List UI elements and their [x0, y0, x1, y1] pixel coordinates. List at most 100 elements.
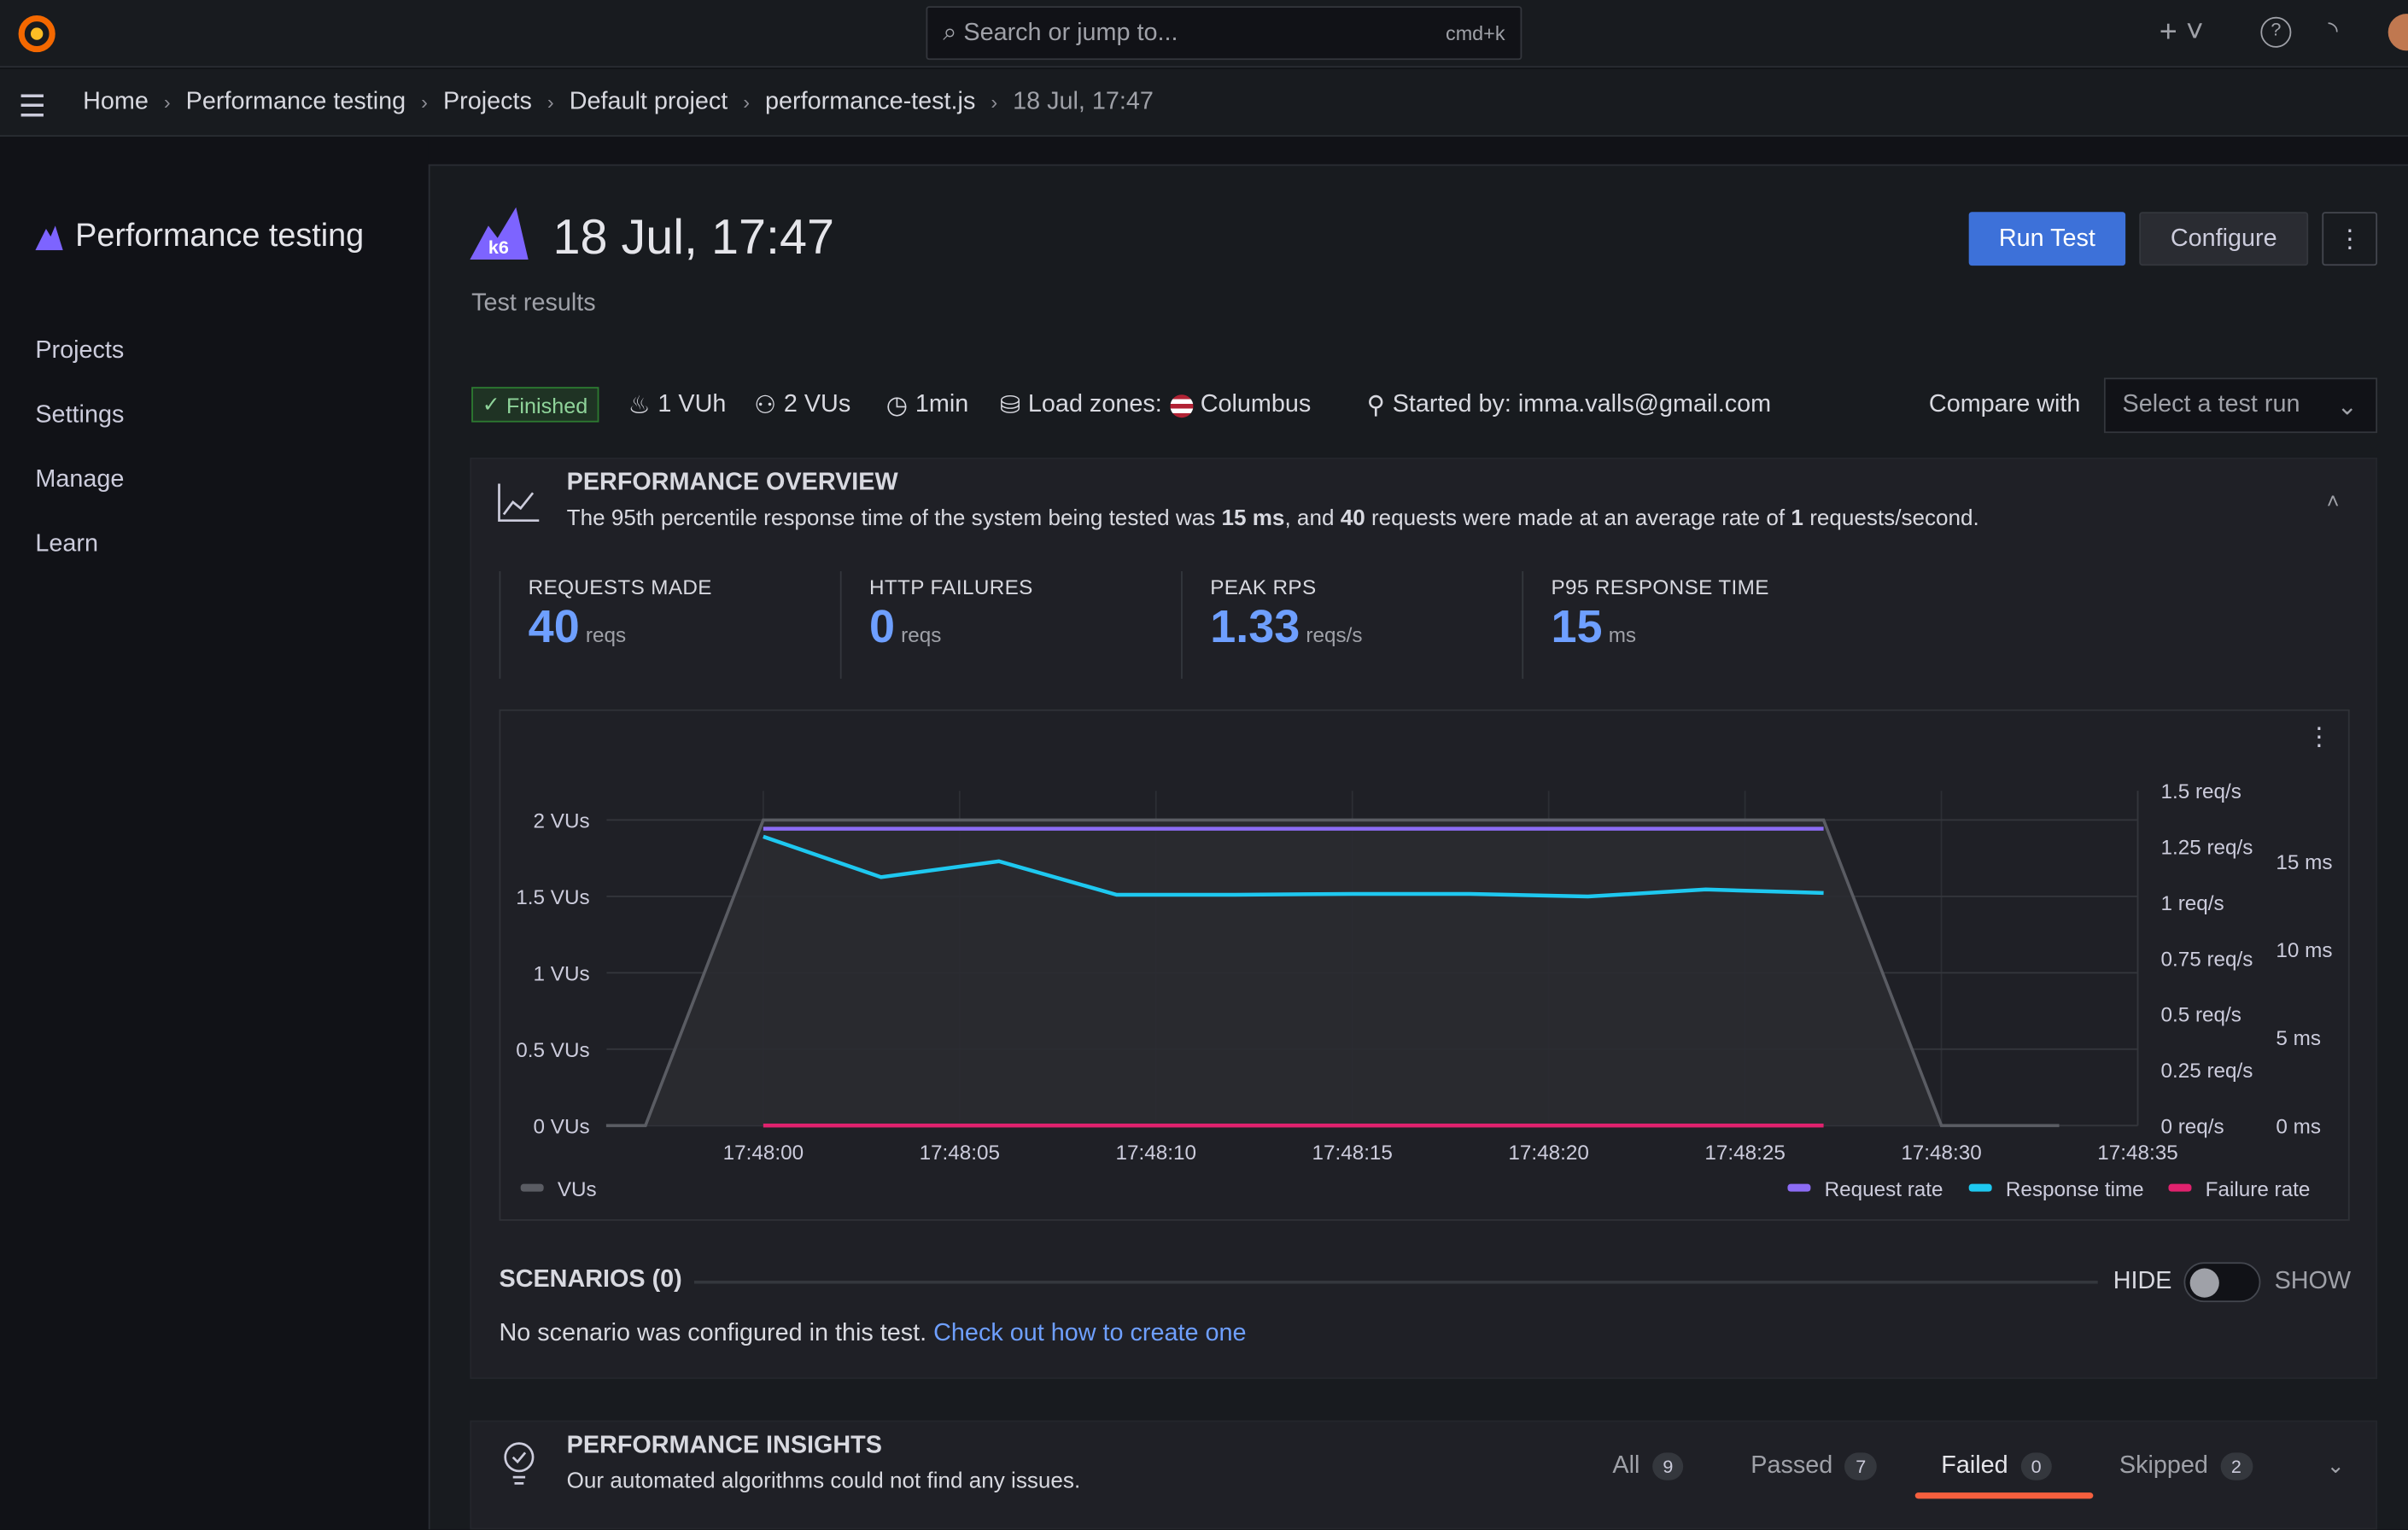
page-title: 18 Jul, 17:47 — [552, 208, 835, 265]
k6-logo-icon — [35, 225, 63, 251]
flame-icon: ♨ — [628, 393, 651, 419]
duration-stat: ◷ 1min — [885, 391, 969, 419]
series-response-time-line — [763, 834, 1824, 899]
stat-http-failures: HTTP FAILURES 0 reqs — [839, 571, 1033, 679]
chart-menu-icon[interactable]: ⋮ — [2306, 724, 2332, 751]
collapse-icon[interactable]: ˄ — [2326, 488, 2340, 513]
left-axis-label: 0.5 VUs — [516, 1039, 589, 1062]
check-icon: ✓ — [482, 391, 500, 417]
rps-axis-label: 0.75 req/s — [2160, 948, 2253, 971]
user-icon: ⚲ — [1366, 393, 1385, 419]
sidebar-item-projects[interactable]: Projects — [35, 337, 125, 365]
database-icon: ⛁ — [999, 393, 1020, 419]
left-axis-label: 1 VUs — [534, 962, 590, 985]
help-icon[interactable]: ? — [2260, 16, 2292, 48]
stat-peak-rps: PEAK RPS 1.33 reqs/s — [1181, 571, 1363, 679]
tab-passed[interactable]: Passed 7 — [1750, 1452, 1877, 1480]
x-tick-label: 17:48:10 — [1116, 1142, 1196, 1165]
hide-label: HIDE — [2113, 1268, 2172, 1295]
legend-item: Failure rate — [2206, 1178, 2311, 1201]
k6-logo-icon: k6 — [470, 207, 529, 260]
started-by: ⚲ Started by: imma.valls@gmail.com — [1366, 391, 1772, 419]
breadcrumb-current: 18 Jul, 17:47 — [1013, 88, 1154, 114]
create-scenario-link[interactable]: Check out how to create one — [933, 1320, 1247, 1347]
load-zones: ⛁ Load zones: Columbus — [999, 391, 1312, 419]
chart-icon — [498, 483, 540, 523]
sidebar-item-settings[interactable]: Settings — [35, 402, 125, 429]
search-icon: ⌕ — [943, 20, 964, 46]
breadcrumb-home[interactable]: Home — [83, 88, 149, 114]
grafana-logo-icon[interactable] — [15, 12, 58, 55]
x-tick-label: 17:48:20 — [1508, 1142, 1588, 1165]
performance-insights-panel — [470, 1420, 2378, 1530]
legend-swatch-vus — [520, 1183, 544, 1192]
breadcrumb-script[interactable]: performance-test.js — [765, 88, 976, 114]
top-bar: ⌕ Search or jump to... cmd+k + ˅ ? ◝ — [0, 0, 2408, 68]
legend-swatch — [1968, 1183, 1992, 1192]
legend-vus: VUs — [558, 1178, 597, 1201]
active-tab-indicator — [1914, 1492, 2094, 1499]
sidebar-title: Performance testing — [75, 218, 365, 254]
add-icon[interactable]: + ˅ — [2159, 15, 2204, 50]
users-icon: ⚇ — [754, 393, 776, 419]
avatar[interactable] — [2388, 14, 2408, 51]
x-tick-label: 17:48:25 — [1704, 1142, 1785, 1165]
stat-requests-made: REQUESTS MADE 40 reqs — [499, 571, 712, 679]
chevron-down-icon: ⌄ — [2336, 394, 2358, 421]
menu-icon[interactable]: ☰ — [18, 91, 46, 125]
tab-all[interactable]: All 9 — [1612, 1452, 1684, 1480]
x-tick-label: 17:48:35 — [2097, 1142, 2177, 1165]
tab-failed[interactable]: Failed 0 — [1941, 1452, 2053, 1480]
run-test-button[interactable]: Run Test — [1968, 212, 2126, 266]
lightbulb-icon — [504, 1442, 535, 1485]
svg-text:k6: k6 — [488, 237, 509, 258]
news-feed-icon[interactable]: ◝ — [2328, 18, 2338, 45]
left-axis-label: 2 VUs — [534, 809, 590, 832]
breadcrumb-default-project[interactable]: Default project — [569, 88, 728, 114]
ms-axis-label: 0 ms — [2276, 1115, 2321, 1138]
expand-icon[interactable]: ⌄ — [2326, 1452, 2345, 1478]
vuh-stat: ♨ 1 VUh — [628, 391, 727, 419]
more-options-button[interactable]: ⋮ — [2322, 212, 2378, 266]
compare-label: Compare with — [1928, 391, 2081, 418]
legend-item: Response time — [2006, 1178, 2144, 1201]
us-flag-icon — [1169, 394, 1193, 418]
compare-select[interactable]: Select a test run ⌄ — [2103, 377, 2378, 434]
scenarios-toggle[interactable] — [2183, 1262, 2261, 1303]
x-tick-label: 17:48:00 — [723, 1142, 804, 1165]
search-input[interactable]: ⌕ Search or jump to... cmd+k — [926, 6, 1523, 61]
breadcrumb-performance-testing[interactable]: Performance testing — [185, 88, 406, 114]
configure-button[interactable]: Configure — [2139, 212, 2309, 266]
ms-axis-label: 5 ms — [2276, 1027, 2321, 1050]
legend-item: Request rate — [1825, 1178, 1943, 1201]
left-axis-label: 0 VUs — [534, 1115, 590, 1138]
rps-axis-label: 1.25 req/s — [2160, 837, 2253, 860]
scenarios-title: SCENARIOS (0) — [499, 1266, 682, 1293]
insights-description: Our automated algorithms could not find … — [566, 1469, 1081, 1494]
ms-axis-label: 10 ms — [2276, 939, 2332, 962]
rps-axis-label: 1 req/s — [2160, 892, 2224, 915]
scenarios-message: No scenario was configured in this test.… — [499, 1320, 1247, 1347]
page-subtitle: Test results — [471, 289, 596, 317]
shortcut-hint: cmd+k — [1446, 21, 1505, 45]
sidebar-item-learn[interactable]: Learn — [35, 531, 98, 558]
legend-swatch — [1787, 1183, 1811, 1192]
sidebar-item-manage[interactable]: Manage — [35, 466, 125, 493]
left-axis-label: 1.5 VUs — [516, 886, 589, 909]
breadcrumb: ☰ Home › Performance testing › Projects › D… — [0, 68, 2408, 137]
status-badge: ✓ Finished — [471, 387, 599, 423]
divider — [693, 1280, 2098, 1284]
x-tick-label: 17:48:05 — [920, 1142, 1000, 1165]
show-label: SHOW — [2274, 1268, 2352, 1295]
ms-axis-label: 15 ms — [2276, 851, 2332, 874]
rps-axis-label: 0 req/s — [2160, 1115, 2224, 1138]
clock-icon: ◷ — [885, 393, 908, 419]
sidebar: Performance testing Projects Settings Ma… — [0, 137, 429, 1530]
tab-skipped[interactable]: Skipped 2 — [2119, 1452, 2253, 1480]
overview-title: PERFORMANCE OVERVIEW — [566, 470, 898, 496]
series-vus-line — [605, 818, 2060, 1128]
stat-p95-response-time: P95 RESPONSE TIME 15 ms — [1522, 571, 1768, 679]
breadcrumb-projects[interactable]: Projects — [442, 88, 532, 114]
insights-title: PERFORMANCE INSIGHTS — [566, 1433, 882, 1459]
